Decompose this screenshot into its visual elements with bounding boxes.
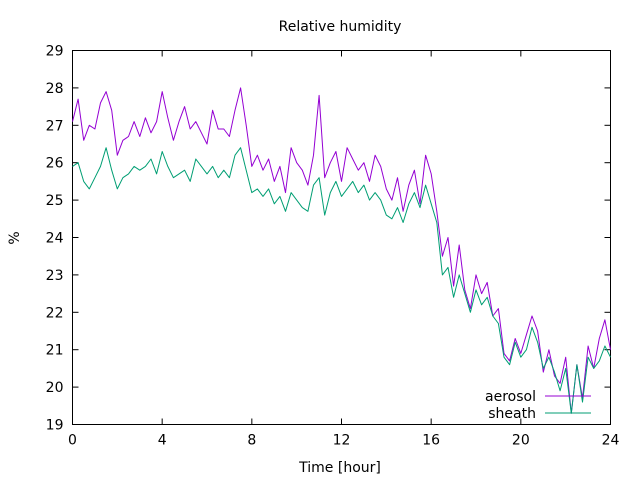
x-axis: 0 4 8 12 16 20 24: [68, 50, 620, 449]
x-tick-label: 8: [247, 433, 256, 449]
x-tick-label: 24: [602, 433, 620, 449]
y-tick-label: 28: [46, 81, 64, 97]
y-tick-label: 24: [46, 231, 64, 247]
x-tick-label: 20: [512, 433, 530, 449]
y-tick-label: 29: [46, 44, 64, 60]
y-axis-label: %: [7, 231, 23, 244]
y-tick-label: 21: [46, 343, 64, 359]
x-tick-label: 0: [68, 433, 77, 449]
legend-label-sheath: sheath: [488, 406, 536, 422]
x-tick-label: 12: [333, 433, 351, 449]
chart-title: Relative humidity: [279, 19, 402, 35]
y-tick-label: 23: [46, 268, 64, 284]
y-tick-label: 27: [46, 118, 64, 134]
y-tick-label: 26: [46, 156, 64, 172]
legend-label-aerosol: aerosol: [485, 389, 536, 405]
series-line-aerosol: [72, 87, 611, 414]
x-axis-label: Time [hour]: [298, 460, 381, 476]
series-line-sheath: [72, 147, 611, 414]
x-tick-label: 4: [158, 433, 167, 449]
y-tick-label: 19: [46, 418, 64, 434]
y-axis: 19 20 21 22 23 24 25 26 27 28 29: [46, 44, 611, 434]
y-tick-label: 20: [46, 380, 64, 396]
y-tick-label: 25: [46, 193, 64, 209]
x-tick-label: 16: [422, 433, 440, 449]
series-layer: [72, 87, 611, 414]
plot-frame: [72, 50, 611, 425]
y-tick-label: 22: [46, 305, 64, 321]
